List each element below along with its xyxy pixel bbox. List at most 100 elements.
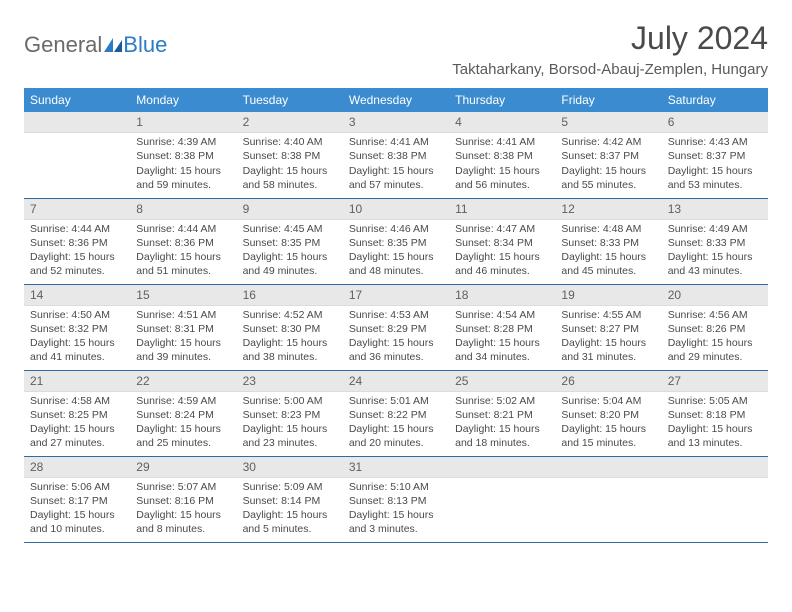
sunrise-line: Sunrise: 4:48 AM	[561, 222, 655, 236]
daylight-line: Daylight: 15 hours and 20 minutes.	[349, 422, 443, 450]
day-number: 28	[24, 457, 130, 478]
day-cell: 14Sunrise: 4:50 AMSunset: 8:32 PMDayligh…	[24, 284, 130, 370]
day-number: 8	[130, 199, 236, 220]
day-body: Sunrise: 5:04 AMSunset: 8:20 PMDaylight:…	[555, 392, 661, 453]
day-body: Sunrise: 5:05 AMSunset: 8:18 PMDaylight:…	[662, 392, 768, 453]
calendar-row: 14Sunrise: 4:50 AMSunset: 8:32 PMDayligh…	[24, 284, 768, 370]
day-body: Sunrise: 4:44 AMSunset: 8:36 PMDaylight:…	[24, 220, 130, 281]
day-number: 6	[662, 112, 768, 133]
daylight-line: Daylight: 15 hours and 27 minutes.	[30, 422, 124, 450]
day-body: Sunrise: 4:46 AMSunset: 8:35 PMDaylight:…	[343, 220, 449, 281]
day-cell: 11Sunrise: 4:47 AMSunset: 8:34 PMDayligh…	[449, 198, 555, 284]
sunset-line: Sunset: 8:20 PM	[561, 408, 655, 422]
sunset-line: Sunset: 8:21 PM	[455, 408, 549, 422]
sunrise-line: Sunrise: 4:47 AM	[455, 222, 549, 236]
weekday-header: Tuesday	[237, 88, 343, 112]
weekday-header: Friday	[555, 88, 661, 112]
sunset-line: Sunset: 8:31 PM	[136, 322, 230, 336]
day-number-empty	[555, 457, 661, 478]
sunrise-line: Sunrise: 4:43 AM	[668, 135, 762, 149]
day-number-empty	[24, 112, 130, 133]
day-cell: 15 Sunrise: 4:51 AMSunset: 8:31 PMDayligh…	[130, 284, 236, 370]
day-cell: 7Sunrise: 4:44 AMSunset: 8:36 PMDaylight…	[24, 198, 130, 284]
calendar-row: 1Sunrise: 4:39 AMSunset: 8:38 PMDaylight…	[24, 112, 768, 198]
day-cell: 16Sunrise: 4:52 AMSunset: 8:30 PMDayligh…	[237, 284, 343, 370]
sunset-line: Sunset: 8:18 PM	[668, 408, 762, 422]
day-number: 5	[555, 112, 661, 133]
day-cell: 30Sunrise: 5:09 AMSunset: 8:14 PMDayligh…	[237, 456, 343, 542]
sunset-line: Sunset: 8:37 PM	[668, 149, 762, 163]
sunrise-line: Sunrise: 5:09 AM	[243, 480, 337, 494]
day-body: Sunrise: 4:43 AMSunset: 8:37 PMDaylight:…	[662, 133, 768, 194]
calendar-row: 21Sunrise: 4:58 AMSunset: 8:25 PMDayligh…	[24, 370, 768, 456]
sunset-line: Sunset: 8:32 PM	[30, 322, 124, 336]
day-cell: 24Sunrise: 5:01 AMSunset: 8:22 PMDayligh…	[343, 370, 449, 456]
day-body: Sunrise: 4:41 AMSunset: 8:38 PMDaylight:…	[449, 133, 555, 194]
sunset-line: Sunset: 8:36 PM	[30, 236, 124, 250]
sunrise-line: Sunrise: 4:41 AM	[349, 135, 443, 149]
logo-text-blue: Blue	[123, 32, 167, 58]
sunset-line: Sunset: 8:33 PM	[561, 236, 655, 250]
empty-cell	[555, 456, 661, 542]
day-body: Sunrise: 4:49 AMSunset: 8:33 PMDaylight:…	[662, 220, 768, 281]
day-number: 11	[449, 199, 555, 220]
sunrise-line: Sunrise: 4:50 AM	[30, 308, 124, 322]
sunset-line: Sunset: 8:38 PM	[455, 149, 549, 163]
daylight-line: Daylight: 15 hours and 13 minutes.	[668, 422, 762, 450]
calendar-row: 28Sunrise: 5:06 AMSunset: 8:17 PMDayligh…	[24, 456, 768, 542]
day-body: Sunrise: 4:48 AMSunset: 8:33 PMDaylight:…	[555, 220, 661, 281]
sunrise-line: Sunrise: 4:40 AM	[243, 135, 337, 149]
day-body: Sunrise: 4:42 AMSunset: 8:37 PMDaylight:…	[555, 133, 661, 194]
day-number: 12	[555, 199, 661, 220]
sunset-line: Sunset: 8:37 PM	[561, 149, 655, 163]
daylight-line: Daylight: 15 hours and 38 minutes.	[243, 336, 337, 364]
day-body: Sunrise: 4:58 AMSunset: 8:25 PMDaylight:…	[24, 392, 130, 453]
day-number: 13	[662, 199, 768, 220]
day-cell: 23Sunrise: 5:00 AMSunset: 8:23 PMDayligh…	[237, 370, 343, 456]
day-body: Sunrise: 4:54 AMSunset: 8:28 PMDaylight:…	[449, 306, 555, 367]
day-cell: 29Sunrise: 5:07 AMSunset: 8:16 PMDayligh…	[130, 456, 236, 542]
sunset-line: Sunset: 8:22 PM	[349, 408, 443, 422]
day-cell: 4Sunrise: 4:41 AMSunset: 8:38 PMDaylight…	[449, 112, 555, 198]
sunrise-line: Sunrise: 4:45 AM	[243, 222, 337, 236]
day-cell: 18Sunrise: 4:54 AMSunset: 8:28 PMDayligh…	[449, 284, 555, 370]
weekday-header: Wednesday	[343, 88, 449, 112]
day-cell: 5Sunrise: 4:42 AMSunset: 8:37 PMDaylight…	[555, 112, 661, 198]
daylight-line: Daylight: 15 hours and 3 minutes.	[349, 508, 443, 536]
daylight-line: Daylight: 15 hours and 51 minutes.	[136, 250, 230, 278]
daylight-line: Daylight: 15 hours and 23 minutes.	[243, 422, 337, 450]
empty-cell	[24, 112, 130, 198]
sunrise-line: Sunrise: 5:02 AM	[455, 394, 549, 408]
sunset-line: Sunset: 8:35 PM	[349, 236, 443, 250]
weekday-header: Sunday	[24, 88, 130, 112]
sunrise-line: Sunrise: 5:01 AM	[349, 394, 443, 408]
sunset-line: Sunset: 8:25 PM	[30, 408, 124, 422]
empty-cell	[662, 456, 768, 542]
day-number: 15	[130, 285, 236, 306]
daylight-line: Daylight: 15 hours and 39 minutes.	[136, 336, 230, 364]
day-cell: 1Sunrise: 4:39 AMSunset: 8:38 PMDaylight…	[130, 112, 236, 198]
sunset-line: Sunset: 8:14 PM	[243, 494, 337, 508]
sunrise-line: Sunrise: 4:41 AM	[455, 135, 549, 149]
sunrise-line: Sunrise: 4:59 AM	[136, 394, 230, 408]
day-number: 3	[343, 112, 449, 133]
day-cell: 19Sunrise: 4:55 AMSunset: 8:27 PMDayligh…	[555, 284, 661, 370]
day-body: Sunrise: 5:00 AMSunset: 8:23 PMDaylight:…	[237, 392, 343, 453]
day-number: 9	[237, 199, 343, 220]
daylight-line: Daylight: 15 hours and 55 minutes.	[561, 164, 655, 192]
day-number: 21	[24, 371, 130, 392]
calendar-row: 7Sunrise: 4:44 AMSunset: 8:36 PMDaylight…	[24, 198, 768, 284]
daylight-line: Daylight: 15 hours and 18 minutes.	[455, 422, 549, 450]
day-cell: 9Sunrise: 4:45 AMSunset: 8:35 PMDaylight…	[237, 198, 343, 284]
day-cell: 6Sunrise: 4:43 AMSunset: 8:37 PMDaylight…	[662, 112, 768, 198]
day-cell: 21Sunrise: 4:58 AMSunset: 8:25 PMDayligh…	[24, 370, 130, 456]
sunrise-line: Sunrise: 4:51 AM	[136, 308, 230, 322]
sunset-line: Sunset: 8:38 PM	[349, 149, 443, 163]
day-body: Sunrise: 5:01 AMSunset: 8:22 PMDaylight:…	[343, 392, 449, 453]
logo: General Blue	[24, 32, 167, 58]
day-cell: 26Sunrise: 5:04 AMSunset: 8:20 PMDayligh…	[555, 370, 661, 456]
sunset-line: Sunset: 8:27 PM	[561, 322, 655, 336]
day-cell: 13Sunrise: 4:49 AMSunset: 8:33 PMDayligh…	[662, 198, 768, 284]
day-number: 1	[130, 112, 236, 133]
sunset-line: Sunset: 8:34 PM	[455, 236, 549, 250]
